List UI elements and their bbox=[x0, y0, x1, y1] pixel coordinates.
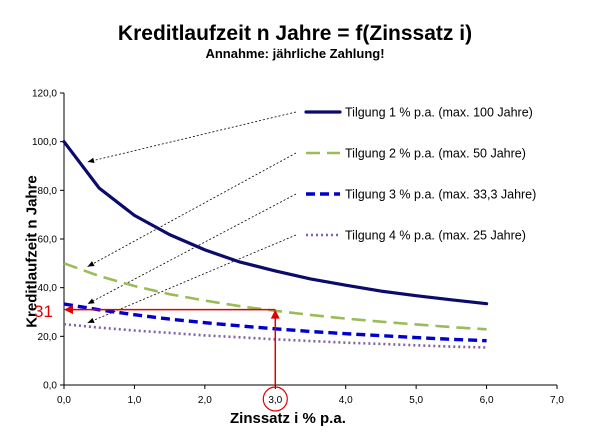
y-tick-label: 80,0 bbox=[38, 186, 58, 197]
x-tick-label: 5,0 bbox=[409, 395, 423, 406]
y-tick-label: 40,0 bbox=[38, 283, 58, 294]
x-tick-label: 6,0 bbox=[480, 395, 494, 406]
x-axis-label: Zinssatz i % p.a. bbox=[230, 410, 346, 427]
legend-label-2: Tilgung 2 % p.a. (max. 50 Jahre) bbox=[345, 147, 526, 161]
pointer-arrowhead-4 bbox=[87, 317, 95, 323]
legend: Tilgung 1 % p.a. (max. 100 Jahre) Tilgung… bbox=[304, 106, 536, 243]
marker-value-label: 31 bbox=[34, 302, 53, 321]
series-line-1 bbox=[62, 140, 489, 306]
annotation-layer bbox=[64, 305, 288, 412]
x-tick-label: 7,0 bbox=[550, 395, 564, 406]
pointer-arrowhead-1 bbox=[87, 157, 95, 164]
pointer-arrowhead-2 bbox=[87, 261, 95, 267]
x-tick-label: 2,0 bbox=[198, 395, 212, 406]
pointer-line-4 bbox=[87, 234, 297, 324]
chart-axes: 0,0 20,0 40,0 60,0 80,0 100,0 120,0 0,0 1,0 2,0 3,… bbox=[32, 89, 564, 407]
y-tick-label: 120,0 bbox=[32, 89, 57, 100]
x-tick-label: 4,0 bbox=[339, 395, 353, 406]
x-tick-label: 0,0 bbox=[57, 395, 71, 406]
pointer-line-3 bbox=[87, 193, 297, 305]
legend-pointer-lines bbox=[87, 111, 297, 324]
y-tick-label: 60,0 bbox=[38, 235, 58, 246]
x-tick-label: 3,0 bbox=[268, 395, 282, 406]
chart-title: Kreditlaufzeit n Jahre = f(Zinssatz i) bbox=[117, 22, 473, 45]
pointer-line-1 bbox=[87, 111, 297, 163]
x-tick-label: 1,0 bbox=[127, 395, 141, 406]
marker-circle bbox=[262, 386, 288, 412]
chart-subtitle: Annahme: jährliche Zahlung! bbox=[205, 46, 385, 61]
marker-vertical-arrowhead bbox=[270, 309, 280, 319]
marker-horizontal-arrowhead bbox=[64, 305, 73, 315]
y-tick-label: 0,0 bbox=[43, 381, 57, 392]
y-tick-label: 100,0 bbox=[32, 137, 57, 148]
pointer-line-2 bbox=[87, 152, 297, 268]
legend-label-4: Tilgung 4 % p.a. (max. 25 Jahre) bbox=[345, 229, 526, 243]
pointer-arrowhead-3 bbox=[87, 298, 95, 304]
y-tick-label: 20,0 bbox=[38, 332, 58, 343]
legend-label-1: Tilgung 1 % p.a. (max. 100 Jahre) bbox=[345, 106, 533, 120]
legend-label-3: Tilgung 3 % p.a. (max. 33,3 Jahre) bbox=[345, 188, 536, 202]
